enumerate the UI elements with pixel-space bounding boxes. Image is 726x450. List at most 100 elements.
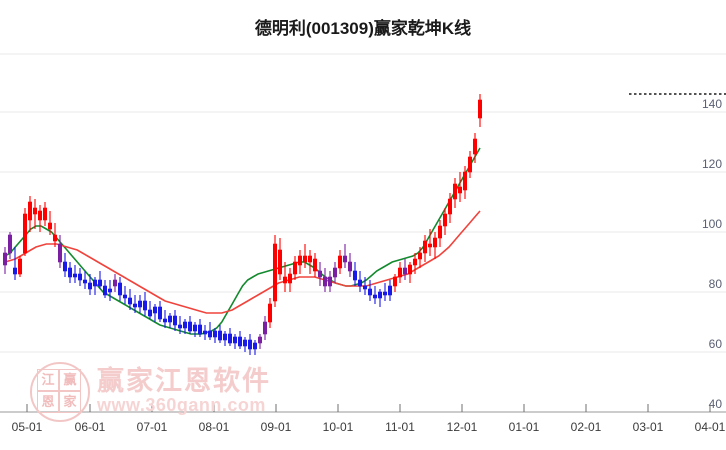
- candle-body: [178, 324, 183, 329]
- candlestick: [22, 208, 27, 256]
- candlestick: [88, 274, 93, 295]
- candle-body: [208, 330, 213, 338]
- candlestick: [203, 325, 208, 340]
- candlestick: [158, 301, 163, 322]
- candle-body: [73, 273, 78, 278]
- candle-body: [367, 288, 372, 296]
- candle-body: [302, 255, 307, 263]
- candlestick: [377, 289, 382, 307]
- candlestick: [138, 295, 143, 313]
- candlestick: [417, 247, 422, 268]
- candle-body: [447, 198, 452, 215]
- candlestick: [477, 94, 482, 127]
- candle-body: [22, 213, 27, 254]
- candlestick: [133, 295, 138, 313]
- candle-body: [277, 249, 282, 275]
- candle-body: [352, 270, 357, 281]
- ma-fast-line: [4, 147, 481, 335]
- candle-body: [362, 285, 367, 290]
- candle-body: [108, 288, 113, 293]
- candlestick: [17, 256, 22, 277]
- candlestick: [223, 331, 228, 346]
- candle-body: [317, 270, 322, 278]
- x-axis-tick-label: 03-01: [633, 420, 664, 434]
- candlestick: [243, 337, 248, 352]
- candlestick: [372, 286, 377, 304]
- candlestick: [27, 196, 32, 232]
- y-axis-tick-label: 120: [702, 157, 722, 171]
- candlestick: [62, 253, 67, 277]
- candlestick: [402, 259, 407, 280]
- candle-body: [42, 207, 47, 221]
- candle-body: [372, 294, 377, 299]
- candlestick: [32, 199, 37, 229]
- candle-body: [183, 321, 188, 329]
- candle-body: [347, 261, 352, 272]
- candlestick: [253, 340, 258, 355]
- candlestick: [352, 262, 357, 286]
- candlestick: [407, 262, 412, 283]
- candlestick: [123, 286, 128, 304]
- candle-body: [37, 210, 42, 221]
- candle-body: [272, 243, 277, 302]
- candle-body: [123, 294, 128, 299]
- candle-body: [462, 171, 467, 191]
- candlestick: [13, 247, 18, 280]
- candle-body: [213, 330, 218, 338]
- candle-body: [198, 324, 203, 335]
- candle-body: [387, 285, 392, 296]
- candlestick: [47, 211, 52, 235]
- candle-body: [163, 318, 168, 323]
- candlestick: [422, 235, 427, 262]
- candle-body: [402, 267, 407, 275]
- candlestick: [457, 172, 462, 202]
- candlestick: [108, 280, 113, 301]
- x-axis-tick-label: 05-01: [12, 420, 43, 434]
- candlestick: [8, 232, 13, 259]
- candlestick: [183, 319, 188, 334]
- candle-body: [297, 255, 302, 266]
- candle-body: [13, 267, 18, 275]
- candlestick: [103, 280, 108, 298]
- candle-body: [427, 243, 432, 248]
- candle-body: [238, 336, 243, 347]
- candle-body: [472, 138, 477, 155]
- candle-body: [188, 321, 193, 332]
- candlestick: [148, 301, 153, 319]
- candle-body: [52, 234, 57, 242]
- candle-body: [322, 276, 327, 287]
- y-axis-tick-label: 140: [702, 97, 722, 111]
- candlestick: [322, 268, 327, 292]
- candle-body: [292, 261, 297, 275]
- candle-body: [287, 273, 292, 284]
- candle-body: [477, 99, 482, 119]
- candle-body: [32, 207, 37, 215]
- candlestick: [437, 220, 442, 247]
- candle-body: [337, 255, 342, 269]
- candle-body: [168, 315, 173, 323]
- candle-body: [377, 291, 382, 299]
- candle-body: [228, 333, 233, 344]
- candlestick: [397, 262, 402, 283]
- candlestick: [198, 319, 203, 337]
- candlestick: [327, 271, 332, 292]
- candlestick: [357, 271, 362, 292]
- candlestick: [83, 271, 88, 289]
- candle-body: [382, 291, 387, 296]
- candlestick: [347, 253, 352, 277]
- candlestick: [218, 325, 223, 343]
- candlestick: [178, 316, 183, 334]
- candlestick: [362, 277, 367, 295]
- candlestick: [228, 328, 233, 346]
- candlestick: [248, 334, 253, 355]
- candle-body: [262, 321, 267, 335]
- candle-body: [113, 279, 118, 287]
- candle-body: [68, 267, 73, 278]
- candlestick: [93, 277, 98, 295]
- x-axis-tick-label: 12-01: [447, 420, 478, 434]
- candlestick: [37, 205, 42, 232]
- x-axis-tick-label: 11-01: [385, 420, 415, 434]
- candle-body: [257, 336, 262, 344]
- candlestick: [188, 316, 193, 334]
